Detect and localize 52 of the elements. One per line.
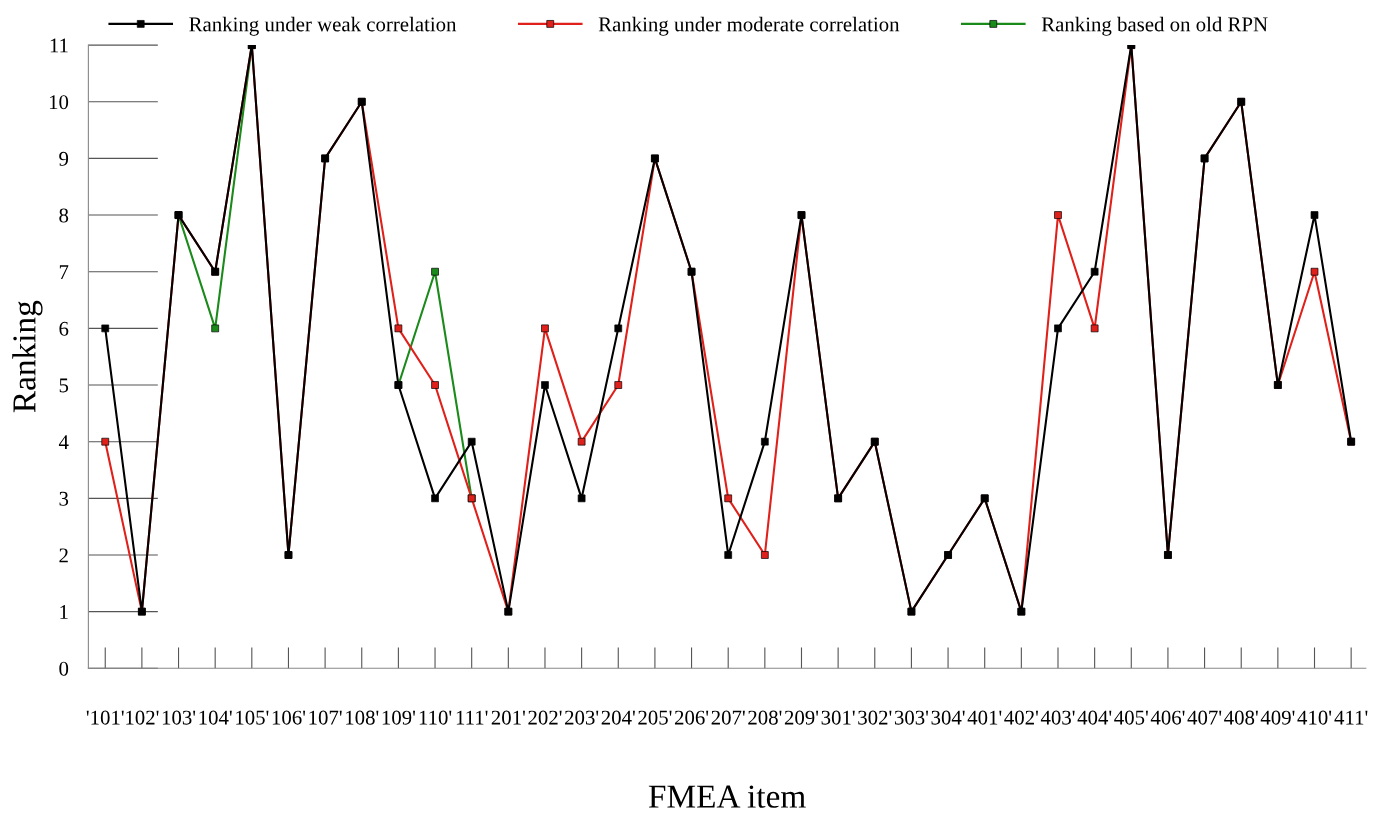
x-tick-label: 404' bbox=[1077, 710, 1112, 725]
x-tick-label: 408' bbox=[1224, 710, 1258, 725]
x-tick-label: 409' bbox=[1260, 710, 1295, 725]
x-tick-label: 110' bbox=[419, 710, 452, 725]
y-tick-label: 9 bbox=[59, 151, 69, 166]
x-tick-label: 102' bbox=[126, 710, 159, 725]
x-tick-label: 204' bbox=[601, 710, 635, 725]
x-tick-label: 203' bbox=[565, 710, 599, 725]
x-tick-label: 107' bbox=[309, 710, 342, 725]
x-tick-label: 401' bbox=[967, 710, 1002, 725]
x-tick-label: 104' bbox=[199, 710, 232, 725]
x-tick-label: 405' bbox=[1114, 710, 1148, 725]
x-tick-label: 205' bbox=[638, 710, 672, 725]
legend-label: Ranking under moderate correlation bbox=[598, 16, 900, 36]
x-tick-label: 410' bbox=[1297, 710, 1332, 725]
y-tick-label: 7 bbox=[59, 265, 69, 279]
x-tick-label: 106' bbox=[272, 710, 306, 725]
x-tick-label: 304' bbox=[931, 710, 965, 725]
y-tick-label: 6 bbox=[59, 321, 69, 336]
x-tick-label: 403' bbox=[1040, 710, 1075, 725]
legend-label: Ranking under weak correlation bbox=[189, 16, 457, 36]
y-tick-label: 10 bbox=[49, 95, 69, 110]
y-tick-label: 1 bbox=[60, 605, 68, 619]
x-tick-label: 209' bbox=[784, 710, 819, 725]
x-tick-label: '101' bbox=[86, 710, 124, 725]
x-tick-label: 108' bbox=[346, 710, 379, 725]
y-tick-label: 0 bbox=[59, 661, 69, 676]
x-tick-label: 206' bbox=[674, 710, 709, 725]
y-tick-label: 8 bbox=[59, 208, 69, 223]
legend-label: Ranking based on old RPN bbox=[1041, 16, 1268, 36]
y-tick-label: 2 bbox=[59, 548, 68, 563]
y-tick-label: 3 bbox=[59, 491, 69, 506]
y-axis-title: Ranking bbox=[12, 300, 43, 413]
x-tick-label: 301' bbox=[821, 710, 855, 725]
x-tick-label: 302' bbox=[858, 710, 892, 725]
x-tick-label: 103' bbox=[162, 710, 196, 725]
y-tick-label: 4 bbox=[58, 435, 69, 449]
x-tick-label: 406' bbox=[1150, 710, 1185, 725]
x-tick-label: 402' bbox=[1004, 710, 1038, 725]
x-tick-label: 208' bbox=[748, 710, 782, 725]
x-tick-label: 303' bbox=[894, 710, 929, 725]
x-tick-label: 407' bbox=[1187, 710, 1222, 725]
x-tick-label: 201' bbox=[491, 710, 525, 725]
x-tick-label: 105' bbox=[236, 710, 269, 725]
x-tick-label: 111' bbox=[456, 710, 488, 725]
y-tick-label: 5 bbox=[59, 378, 69, 393]
x-tick-label: 109' bbox=[382, 710, 416, 725]
x-axis-title: FMEA item bbox=[648, 785, 806, 808]
y-tick-label: 11 bbox=[50, 38, 68, 53]
x-tick-label: 207' bbox=[711, 710, 745, 725]
x-tick-label: 411' bbox=[1334, 710, 1368, 725]
x-tick-label: 202' bbox=[528, 710, 562, 725]
